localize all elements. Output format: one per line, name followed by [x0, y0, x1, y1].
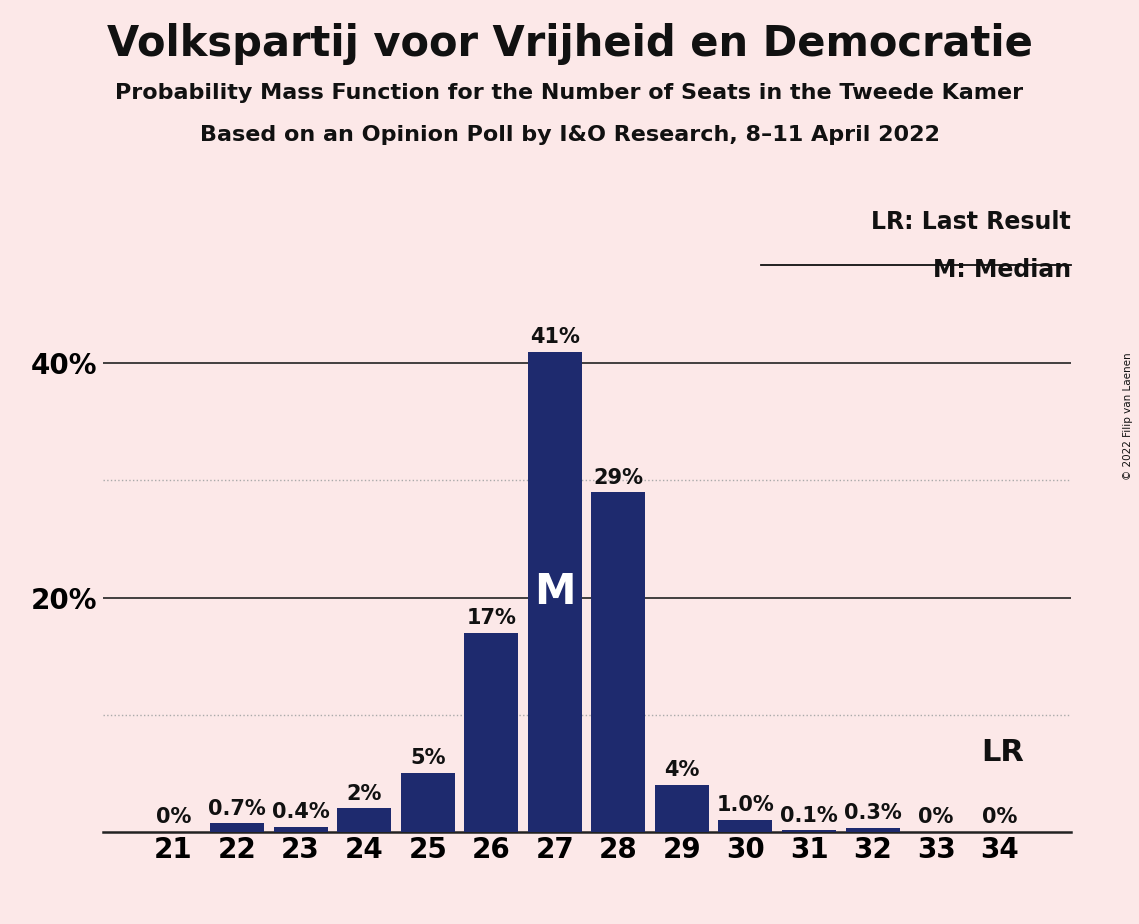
Text: M: Median: M: Median: [933, 258, 1071, 282]
Text: 0%: 0%: [918, 807, 953, 827]
Text: 17%: 17%: [466, 608, 516, 628]
Bar: [845, 828, 900, 832]
Text: 5%: 5%: [410, 748, 445, 769]
Bar: [465, 633, 518, 832]
Text: 0.1%: 0.1%: [780, 806, 838, 826]
Text: 41%: 41%: [530, 327, 580, 347]
Text: Volkspartij voor Vrijheid en Democratie: Volkspartij voor Vrijheid en Democratie: [107, 23, 1032, 65]
Text: Based on an Opinion Poll by I&O Research, 8–11 April 2022: Based on an Opinion Poll by I&O Research…: [199, 125, 940, 145]
Text: 0%: 0%: [156, 807, 191, 827]
Text: 4%: 4%: [664, 760, 699, 780]
Bar: [401, 773, 454, 832]
Bar: [782, 831, 836, 832]
Text: 1.0%: 1.0%: [716, 796, 775, 815]
Text: M: M: [534, 571, 575, 613]
Bar: [527, 352, 582, 832]
Text: © 2022 Filip van Laenen: © 2022 Filip van Laenen: [1123, 352, 1133, 480]
Bar: [719, 820, 772, 832]
Bar: [210, 823, 264, 832]
Text: LR: LR: [982, 738, 1024, 767]
Bar: [655, 784, 708, 832]
Bar: [591, 492, 646, 832]
Text: LR: Last Result: LR: Last Result: [871, 210, 1071, 234]
Text: 29%: 29%: [593, 468, 644, 488]
Text: 0.7%: 0.7%: [208, 798, 265, 819]
Text: 0.3%: 0.3%: [844, 803, 901, 823]
Bar: [273, 827, 328, 832]
Text: Probability Mass Function for the Number of Seats in the Tweede Kamer: Probability Mass Function for the Number…: [115, 83, 1024, 103]
Text: 0%: 0%: [982, 807, 1017, 827]
Text: 0.4%: 0.4%: [272, 802, 329, 822]
Bar: [337, 808, 391, 832]
Text: 2%: 2%: [346, 784, 382, 804]
